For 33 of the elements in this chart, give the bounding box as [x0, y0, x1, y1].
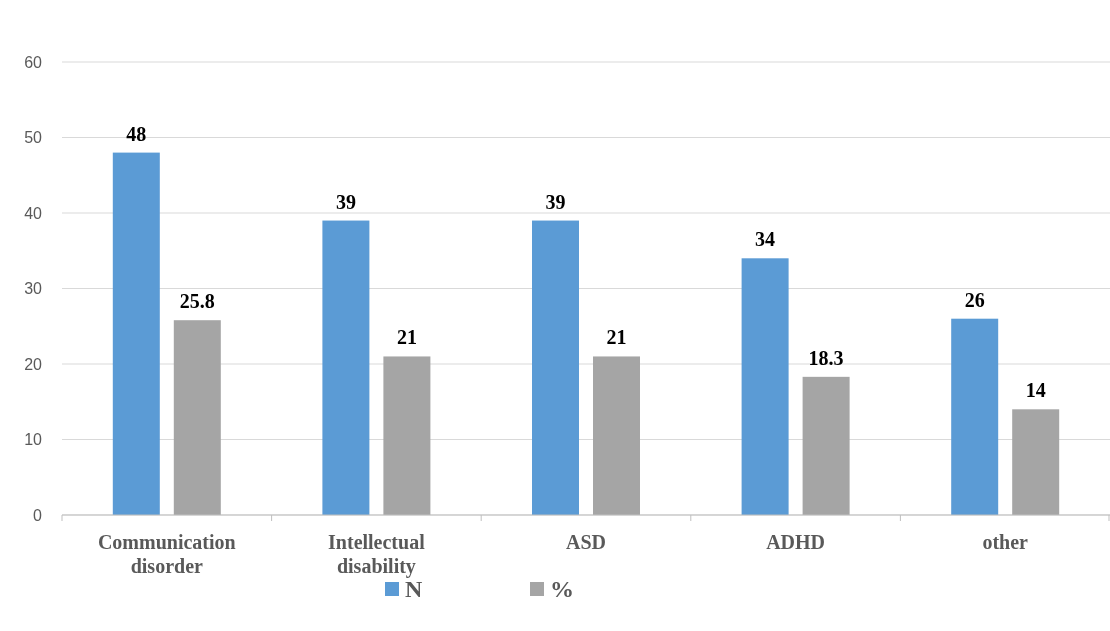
y-tick-label: 0	[33, 506, 43, 524]
y-tick-label: 60	[24, 53, 43, 71]
data-label: 34	[755, 228, 776, 251]
bar	[951, 318, 999, 515]
data-label: 18.3	[808, 346, 844, 369]
bar	[112, 152, 160, 515]
bar	[322, 220, 370, 515]
x-tick-label: Communication disorder	[97, 531, 236, 577]
data-label: 14	[1025, 379, 1046, 402]
x-tick-label: other	[982, 531, 1029, 553]
y-tick-label: 10	[24, 431, 43, 449]
x-tick-label: ADHD	[766, 531, 826, 553]
data-label: 48	[126, 122, 147, 145]
y-tick-label: 20	[24, 355, 43, 373]
data-label: 39	[545, 190, 566, 213]
bar	[532, 220, 579, 515]
data-label: 21	[396, 326, 417, 349]
x-tick-label: Intellectual disability	[328, 531, 426, 578]
bar	[383, 356, 431, 515]
data-label: 26	[964, 288, 985, 311]
data-label: 21	[606, 326, 627, 349]
bar	[802, 376, 850, 515]
x-tick-label: ASD	[565, 531, 607, 553]
data-label: 25.8	[179, 290, 215, 313]
legend-label: %	[550, 576, 574, 603]
bar	[741, 258, 789, 515]
bar	[593, 356, 640, 515]
y-tick-label: 40	[24, 204, 43, 222]
bar	[1012, 409, 1060, 515]
bar	[173, 320, 221, 515]
y-tick-label: 50	[24, 129, 43, 147]
data-label: 39	[335, 190, 356, 213]
y-tick-label: 30	[24, 280, 43, 298]
